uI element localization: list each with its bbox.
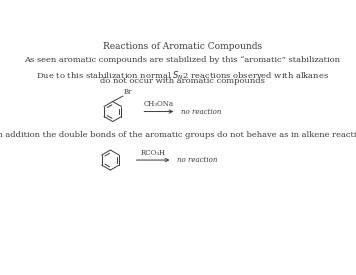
Text: no reaction: no reaction — [181, 108, 221, 116]
Text: Reactions of Aromatic Compounds: Reactions of Aromatic Compounds — [103, 42, 262, 51]
Text: CH₃ONa: CH₃ONa — [144, 100, 174, 108]
Text: RCO₃H: RCO₃H — [141, 149, 166, 157]
Text: As seen aromatic compounds are stabilized by this “aromatic” stabilization: As seen aromatic compounds are stabilize… — [25, 56, 340, 64]
Text: Br: Br — [124, 88, 132, 96]
Text: Due to this stabilization normal $S_N$2 reactions observed with alkanes: Due to this stabilization normal $S_N$2 … — [36, 69, 329, 82]
Text: no reaction: no reaction — [177, 156, 218, 164]
Text: do not occur with aromatic compounds: do not occur with aromatic compounds — [100, 77, 265, 85]
Text: In addition the double bonds of the aromatic groups do not behave as in alkene r: In addition the double bonds of the arom… — [0, 131, 356, 139]
